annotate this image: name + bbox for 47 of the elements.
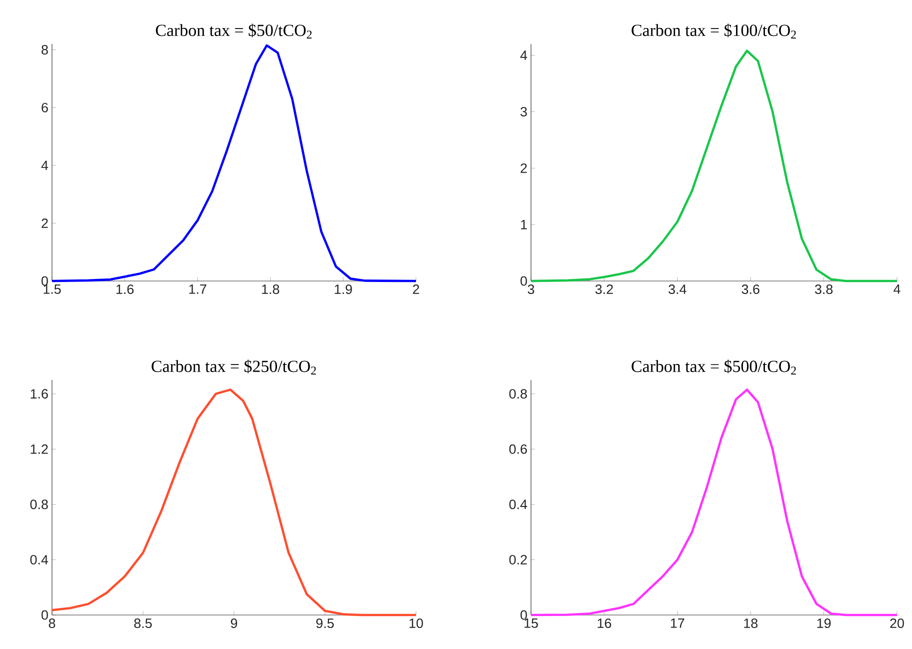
chart-title: Carbon tax = $500/tCO$_{2}$ — [632, 360, 796, 375]
y-tick-label: 1.2 — [30, 444, 48, 454]
x-tick-label: 9.5 — [316, 618, 334, 628]
x-tick-label: 16 — [598, 618, 612, 628]
x-tick-label: 4 — [894, 284, 900, 294]
x-tick-label: 1.8 — [262, 284, 280, 294]
x-tick-label: 3 — [528, 284, 534, 294]
chart-title: Carbon tax = $250/tCO$_{2}$ — [152, 360, 316, 374]
x-tick-label: 1.5 — [44, 284, 61, 294]
x-tick-label: 8 — [48, 618, 56, 628]
x-tick-label: 8.5 — [134, 618, 152, 628]
y-tick-label: 0 — [520, 276, 527, 286]
y-tick-label: 0.6 — [509, 444, 527, 454]
y-tick-label: 0 — [42, 610, 48, 620]
x-tick-label: 19 — [817, 618, 831, 628]
x-tick-label: 9 — [230, 618, 238, 628]
x-tick-label: 1.7 — [189, 284, 206, 294]
y-tick-label: 4 — [41, 160, 48, 170]
x-tick-label: 1.9 — [334, 284, 352, 294]
x-tick-label: 3.6 — [742, 284, 760, 294]
y-tick-label: 0 — [42, 276, 48, 286]
y-tick-label: 2 — [520, 163, 527, 173]
x-tick-label: 10 — [410, 618, 423, 628]
y-tick-label: 0.8 — [509, 389, 527, 399]
x-tick-label: 17 — [670, 618, 684, 628]
y-tick-label: 4 — [520, 50, 528, 60]
y-tick-label: 0.4 — [509, 500, 528, 510]
y-tick-label: 8 — [42, 45, 48, 55]
y-tick-label: 1.6 — [30, 389, 48, 399]
y-tick-label: 3 — [520, 106, 527, 116]
x-tick-label: 3.4 — [668, 284, 686, 294]
y-tick-label: 0.4 — [30, 554, 48, 564]
chart-title: Carbon tax = $100/tCO$_{2}$ — [632, 24, 796, 38]
y-tick-label: 0 — [520, 610, 527, 620]
y-tick-label: 2 — [42, 218, 48, 228]
x-tick-label: 18 — [744, 618, 758, 628]
y-tick-label: 1 — [521, 220, 527, 230]
y-tick-label: 0.2 — [509, 554, 527, 564]
x-tick-label: 15 — [524, 618, 538, 628]
y-tick-label: 6 — [42, 102, 48, 112]
x-tick-label: 1.6 — [116, 284, 134, 294]
chart-title: Carbon tax = $50/tCO$_{2}$ — [156, 24, 312, 38]
x-tick-label: 3.8 — [814, 284, 833, 294]
x-tick-label: 20 — [890, 618, 904, 628]
y-tick-label: 0.8 — [30, 500, 48, 510]
x-tick-label: 3.2 — [595, 284, 613, 294]
x-tick-label: 2 — [412, 284, 420, 294]
